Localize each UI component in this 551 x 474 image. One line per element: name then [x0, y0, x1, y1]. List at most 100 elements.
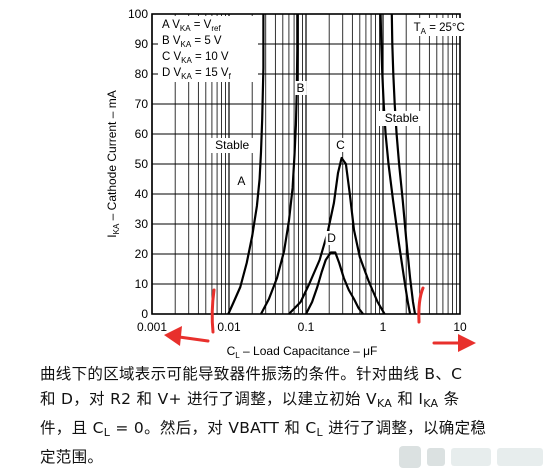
text-run: – Load Capacitance – μF: [240, 344, 378, 358]
subscript: KA: [112, 223, 121, 234]
curve-labels: Stable Stable A B C D: [208, 81, 426, 245]
annotation-arrows: [164, 286, 476, 352]
ta-annotation: TA = 25°C: [414, 22, 465, 36]
y-tick-label: 50: [135, 157, 149, 171]
subscript: KA: [181, 40, 192, 49]
subscript: KA: [181, 72, 192, 81]
subscript: f: [229, 72, 232, 81]
y-tick-label: 0: [141, 307, 148, 321]
y-tick-label: 80: [135, 67, 149, 81]
watermark-logo: [399, 446, 543, 468]
text-run: I: [105, 234, 119, 237]
legend-entry: D VKA = 15 Vf: [162, 67, 232, 81]
curve-label: A: [237, 174, 245, 188]
x-tick-labels: 0.001 0.01 0.1 1 10: [137, 320, 467, 334]
watermark-mark: [451, 448, 491, 466]
caption-sub: L: [316, 426, 323, 439]
y-tick-label: 100: [128, 7, 148, 21]
x-tick-label: 1: [380, 320, 387, 334]
caption: 曲线下的区域表示可能导致器件振荡的条件。针对曲线 B、C 和 D，对 R2 和 …: [40, 362, 550, 470]
curve-b-right: [390, 13, 417, 315]
y-tick-label: 70: [135, 97, 149, 111]
subscript: A: [421, 27, 427, 36]
text-run: = 15 V: [192, 67, 229, 79]
curve-label: D: [327, 231, 336, 245]
text-run: = 10 V: [192, 51, 229, 63]
plot-frame: [151, 13, 461, 315]
y-tick-label: 60: [135, 127, 149, 141]
caption-line-1: 曲线下的区域表示可能导致器件振荡的条件。针对曲线 B、C: [40, 362, 550, 387]
stability-chart: 0 10 20 30 40 50 60 70 80 90 100 0.001 0.01 0.1 1 10 S…: [105, 7, 476, 360]
caption-sub: L: [103, 426, 111, 439]
legend-entry: C VKA = 10 V: [162, 51, 229, 65]
marker-line-right: [417, 286, 425, 324]
x-tick-label: 0.01: [217, 320, 241, 334]
curve-label: C: [336, 138, 345, 152]
chart-area: 0 10 20 30 40 50 60 70 80 90 100 0.001 0.01 0.1 1 10 S…: [105, 7, 476, 360]
text-run: C V: [162, 51, 182, 63]
caption-text: 和 D，对 R2 和 V+ 进行了调整，以建立初始 V: [40, 390, 377, 408]
text-run: B V: [162, 35, 181, 47]
caption-text: 和 I: [392, 390, 424, 408]
x-tick-label: 0.1: [298, 320, 315, 334]
y-tick-label: 90: [135, 37, 149, 51]
text-run: = 25°C: [426, 22, 465, 34]
caption-text: 曲线下的区域表示可能导致器件振荡的条件。针对曲线 B、C: [40, 365, 463, 383]
curve-label-bg: [294, 81, 307, 95]
region-label-bg: [377, 111, 426, 126]
legend-entry: A VKA = Vref: [162, 19, 221, 33]
curve-label-bg: [325, 231, 338, 245]
text-run: T: [414, 22, 421, 34]
y-tick-label: 10: [135, 277, 149, 291]
y-tick-label: 40: [135, 187, 149, 201]
watermark-mark: [427, 448, 445, 466]
text-run: D V: [162, 67, 182, 79]
curve-c: [288, 156, 386, 315]
y-tick-labels: 0 10 20 30 40 50 60 70 80 90 100: [128, 7, 148, 321]
text-run: C: [227, 344, 236, 358]
x-tick-label: 0.001: [137, 320, 167, 334]
watermark-mark: [497, 448, 543, 466]
y-axis-label: IKA – Cathode Current – mA: [105, 90, 121, 237]
curve-label-bg: [334, 138, 347, 152]
subscript: KA: [180, 24, 191, 33]
arrow-right-head: [458, 334, 476, 352]
caption-text: 进行了调整，以确定稳: [322, 419, 487, 437]
subscript: ref: [211, 24, 221, 33]
y-tick-label: 30: [135, 217, 149, 231]
subscript: KA: [181, 56, 192, 65]
watermark-mark: [399, 446, 421, 468]
x-axis-label: CL – Load Capacitance – μF: [227, 344, 378, 360]
caption-sub: KA: [423, 397, 439, 410]
y-tick-label: 20: [135, 247, 149, 261]
caption-text: = 0。然后，对 VBATT 和 C: [110, 419, 317, 437]
caption-text: 定范围。: [40, 448, 104, 466]
ta-box: [409, 18, 476, 36]
x-tick-label: 10: [453, 320, 467, 334]
curve-label-bg: [235, 174, 248, 188]
caption-line-2: 和 D，对 R2 和 V+ 进行了调整，以建立初始 VKA 和 IKA 条: [40, 387, 550, 416]
legend-entry: B VKA = 5 V: [162, 35, 222, 49]
subscript: L: [235, 351, 240, 360]
curve-b: [260, 14, 299, 315]
caption-line-4: 定范围。: [40, 445, 550, 470]
curve-c-d-right: [379, 13, 412, 315]
curve-d: [305, 251, 364, 315]
legend-box: [158, 16, 258, 82]
curves: [227, 13, 417, 315]
curve-label: B: [297, 81, 305, 95]
region-label: Stable: [215, 138, 249, 152]
marker-line-left: [210, 288, 216, 334]
text-run: = 5 V: [191, 35, 222, 47]
curve-a: [227, 14, 265, 315]
caption-text: 件，且 C: [40, 419, 104, 437]
arrow-left-head: [164, 326, 182, 346]
caption-line-3: 件，且 CL = 0。然后，对 VBATT 和 CL 进行了调整，以确定稳: [40, 416, 550, 445]
text-run: = V: [191, 19, 212, 31]
text-run: – Cathode Current – mA: [105, 90, 119, 223]
text-run: A V: [162, 19, 180, 31]
caption-sub: KA: [376, 397, 393, 410]
region-label: Stable: [385, 111, 419, 125]
region-label-bg: [208, 138, 257, 153]
